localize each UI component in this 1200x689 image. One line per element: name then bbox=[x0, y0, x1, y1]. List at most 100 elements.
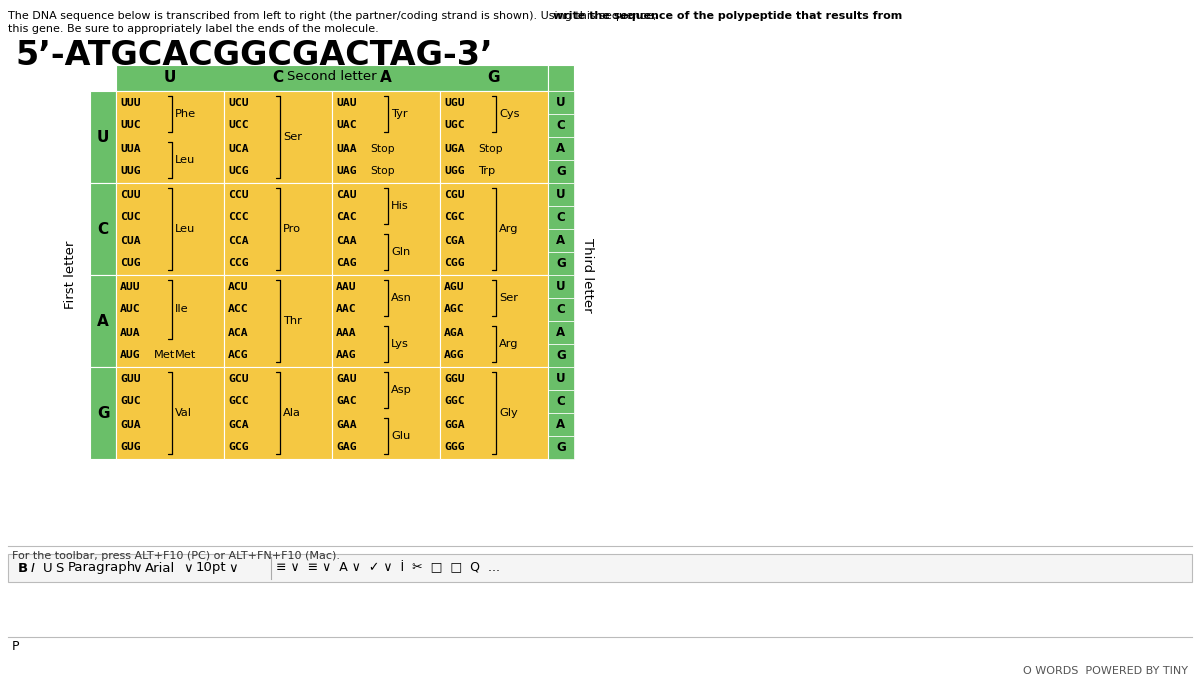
Text: GGC: GGC bbox=[444, 396, 464, 407]
Text: Met: Met bbox=[175, 351, 197, 360]
Bar bbox=[548, 298, 574, 321]
Bar bbox=[548, 275, 574, 298]
Text: GUC: GUC bbox=[120, 396, 140, 407]
Text: Leu: Leu bbox=[175, 224, 196, 234]
Bar bbox=[548, 91, 574, 114]
Text: G: G bbox=[556, 349, 566, 362]
Text: C: C bbox=[557, 395, 565, 408]
Bar bbox=[548, 367, 574, 390]
Text: G: G bbox=[556, 441, 566, 454]
Text: UCG: UCG bbox=[228, 167, 248, 176]
Bar bbox=[440, 183, 548, 275]
Text: Arg: Arg bbox=[499, 224, 518, 234]
Text: First letter: First letter bbox=[64, 241, 77, 309]
Bar bbox=[440, 367, 548, 459]
Text: UGG: UGG bbox=[444, 167, 464, 176]
Bar bbox=[548, 114, 574, 137]
Text: CUU: CUU bbox=[120, 189, 140, 200]
Text: U: U bbox=[164, 70, 176, 85]
Text: GCA: GCA bbox=[228, 420, 248, 429]
Text: ∨: ∨ bbox=[132, 562, 143, 575]
Text: C: C bbox=[557, 211, 565, 224]
Text: Trp: Trp bbox=[478, 167, 496, 176]
Text: C: C bbox=[557, 119, 565, 132]
Text: C: C bbox=[557, 303, 565, 316]
Text: CGC: CGC bbox=[444, 212, 464, 223]
Text: UAG: UAG bbox=[336, 167, 356, 176]
Bar bbox=[548, 252, 574, 275]
Text: Phe: Phe bbox=[175, 109, 196, 119]
Bar bbox=[224, 183, 332, 275]
Text: U: U bbox=[556, 96, 566, 109]
Text: AGU: AGU bbox=[444, 282, 464, 291]
Text: Stop: Stop bbox=[370, 167, 395, 176]
Bar bbox=[548, 413, 574, 436]
Text: Gly: Gly bbox=[499, 408, 517, 418]
Text: UUU: UUU bbox=[120, 98, 140, 107]
Text: Gln: Gln bbox=[391, 247, 410, 257]
Text: A: A bbox=[557, 142, 565, 155]
Text: UCA: UCA bbox=[228, 143, 248, 154]
Text: Val: Val bbox=[175, 408, 192, 418]
Text: U: U bbox=[556, 280, 566, 293]
Text: Lys: Lys bbox=[391, 339, 409, 349]
Text: UUG: UUG bbox=[120, 167, 140, 176]
Text: Tyr: Tyr bbox=[391, 109, 408, 119]
Text: B: B bbox=[18, 562, 28, 575]
Text: AGA: AGA bbox=[444, 327, 464, 338]
Text: GAA: GAA bbox=[336, 420, 356, 429]
Text: A: A bbox=[380, 70, 392, 85]
Text: U: U bbox=[97, 130, 109, 145]
Bar bbox=[548, 436, 574, 459]
Text: CCA: CCA bbox=[228, 236, 248, 245]
Text: AAA: AAA bbox=[336, 327, 356, 338]
Text: U: U bbox=[43, 562, 53, 575]
Bar bbox=[116, 275, 224, 367]
Text: UUC: UUC bbox=[120, 121, 140, 130]
Text: CAA: CAA bbox=[336, 236, 356, 245]
Text: A: A bbox=[557, 326, 565, 339]
Text: G: G bbox=[97, 406, 109, 420]
Text: CGG: CGG bbox=[444, 258, 464, 269]
Bar bbox=[90, 275, 116, 367]
Text: GGA: GGA bbox=[444, 420, 464, 429]
Text: GGU: GGU bbox=[444, 373, 464, 384]
Text: UAC: UAC bbox=[336, 121, 356, 130]
Bar bbox=[332, 91, 440, 183]
Text: Second letter: Second letter bbox=[287, 70, 377, 83]
Text: GAU: GAU bbox=[336, 373, 356, 384]
Text: CAG: CAG bbox=[336, 258, 356, 269]
Text: Leu: Leu bbox=[175, 155, 196, 165]
Text: UCC: UCC bbox=[228, 121, 248, 130]
Bar bbox=[224, 367, 332, 459]
Text: A: A bbox=[557, 418, 565, 431]
Text: AGC: AGC bbox=[444, 305, 464, 314]
Text: ≡ ∨  ≡ ∨  A ∨  ✓ ∨  İ  ✂  □  □  Q  ...: ≡ ∨ ≡ ∨ A ∨ ✓ ∨ İ ✂ □ □ Q ... bbox=[276, 562, 499, 575]
Text: UGC: UGC bbox=[444, 121, 464, 130]
Text: AAG: AAG bbox=[336, 351, 356, 360]
Text: CUG: CUG bbox=[120, 258, 140, 269]
Text: Glu: Glu bbox=[391, 431, 410, 441]
Text: Ala: Ala bbox=[283, 408, 301, 418]
Text: this gene. Be sure to appropriately label the ends of the molecule.: this gene. Be sure to appropriately labe… bbox=[8, 24, 379, 34]
Text: The DNA sequence below is transcribed from left to right (the partner/coding str: The DNA sequence below is transcribed fr… bbox=[8, 11, 660, 21]
Text: write the sequence of the polypeptide that results from: write the sequence of the polypeptide th… bbox=[553, 11, 902, 21]
Text: 10pt: 10pt bbox=[196, 562, 227, 575]
Text: 5’-ATGCACGGCGACTAG-3’: 5’-ATGCACGGCGACTAG-3’ bbox=[14, 39, 493, 72]
Text: C: C bbox=[97, 221, 108, 236]
Text: UGA: UGA bbox=[444, 143, 464, 154]
Text: ACU: ACU bbox=[228, 282, 248, 291]
Bar bbox=[548, 206, 574, 229]
Text: CUC: CUC bbox=[120, 212, 140, 223]
Text: GUA: GUA bbox=[120, 420, 140, 429]
Text: GAG: GAG bbox=[336, 442, 356, 453]
Text: Asp: Asp bbox=[391, 385, 412, 395]
Bar bbox=[548, 229, 574, 252]
Text: For the toolbar, press ALT+F10 (PC) or ALT+FN+F10 (Mac).: For the toolbar, press ALT+F10 (PC) or A… bbox=[12, 551, 340, 561]
Text: GGG: GGG bbox=[444, 442, 464, 453]
Bar bbox=[548, 344, 574, 367]
Bar bbox=[90, 183, 116, 275]
Text: Ser: Ser bbox=[283, 132, 302, 142]
Text: CCG: CCG bbox=[228, 258, 248, 269]
Bar bbox=[332, 367, 440, 459]
